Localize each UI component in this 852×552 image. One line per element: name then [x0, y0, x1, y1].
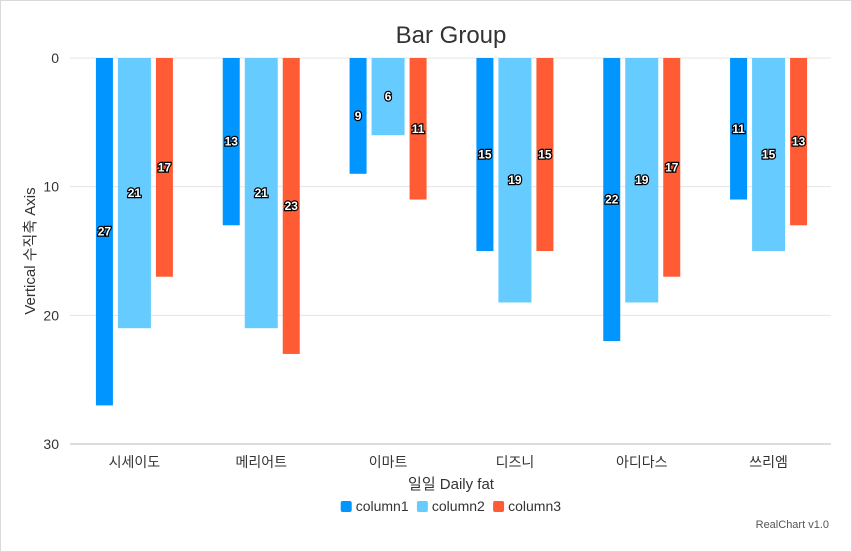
- data-label-column2-3: 19: [508, 173, 522, 187]
- data-label-column3-1: 23: [285, 199, 299, 213]
- data-label-column3-4: 17: [665, 160, 679, 174]
- data-label-column2-0: 21: [128, 186, 142, 200]
- bar-column1-4[interactable]: [603, 58, 621, 342]
- x-tick-label: 아디다스: [616, 454, 668, 470]
- bar-column1-0[interactable]: [95, 58, 113, 406]
- chart-title: Bar Group: [396, 22, 507, 49]
- bars: [95, 58, 808, 406]
- legend-item-column1[interactable]: column1: [340, 498, 409, 514]
- data-label-column1-1: 13: [225, 135, 239, 149]
- bar-column2-2[interactable]: [371, 58, 405, 136]
- bar-column1-3[interactable]: [476, 58, 494, 251]
- data-label-column1-3: 15: [478, 148, 492, 162]
- bar-column2-0[interactable]: [117, 58, 151, 329]
- bar-column3-1[interactable]: [282, 58, 300, 354]
- data-labels: 27 21 17 13 21 23 9 6 11 15 19 15 22 19 17 11 15 13: [97, 88, 807, 239]
- bar-column1-1[interactable]: [222, 58, 240, 226]
- legend-item-column3[interactable]: column3: [493, 498, 561, 514]
- data-label-column3-0: 17: [158, 160, 172, 174]
- bar-column1-2[interactable]: [349, 58, 367, 174]
- legend-swatch: [493, 501, 505, 512]
- bar-column1-5[interactable]: [730, 58, 748, 200]
- bar-column3-3[interactable]: [536, 58, 554, 251]
- data-label-column1-2: 9: [355, 109, 362, 123]
- data-label-column1-4: 22: [605, 193, 619, 207]
- y-tick-label: 10: [43, 179, 59, 195]
- data-label-column2-1: 21: [255, 186, 269, 200]
- legend-label: column1: [356, 498, 409, 514]
- legend-swatch: [416, 501, 428, 512]
- grid-lines: [70, 57, 831, 445]
- x-tick-label: 쓰리엠: [749, 454, 788, 470]
- bar-column2-5[interactable]: [752, 58, 786, 251]
- data-label-column2-4: 19: [635, 173, 649, 187]
- data-label-column3-2: 11: [412, 122, 425, 136]
- bar-column3-5[interactable]: [790, 58, 808, 226]
- x-tick-label: 시세이도: [109, 454, 161, 470]
- y-tick-label: 20: [43, 307, 59, 323]
- bar-column2-1[interactable]: [244, 58, 278, 329]
- bar-column3-0[interactable]: [155, 58, 173, 277]
- data-label-column1-0: 27: [98, 225, 112, 239]
- bar-column2-4[interactable]: [625, 58, 659, 303]
- bar-column2-3[interactable]: [498, 58, 532, 303]
- y-axis-ticks: 0 10 20 30: [43, 50, 59, 452]
- legend-label: column3: [508, 498, 561, 514]
- legend-swatch: [340, 501, 352, 512]
- x-axis-title: 일일 Daily fat: [408, 476, 495, 493]
- legend-label: column2: [432, 498, 485, 514]
- data-label-column3-5: 13: [792, 135, 806, 149]
- data-label-column3-3: 15: [538, 148, 552, 162]
- x-tick-label: 디즈니: [496, 454, 535, 470]
- x-tick-label: 메리어트: [235, 454, 287, 470]
- credit-text: RealChart v1.0: [756, 519, 829, 531]
- data-label-column2-5: 15: [762, 148, 776, 162]
- y-tick-label: 0: [51, 50, 59, 66]
- y-axis-title: Vertical 수직축 Axis: [22, 187, 39, 314]
- x-tick-label: 이마트: [369, 454, 408, 470]
- data-label-column1-5: 11: [732, 122, 745, 136]
- legend[interactable]: column1 column2 column3: [340, 498, 562, 514]
- bar-column3-2[interactable]: [409, 58, 427, 200]
- x-axis-ticks: 시세이도 메리어트 이마트 디즈니 아디다스 쓰리엠: [109, 454, 788, 470]
- legend-item-column2[interactable]: column2: [416, 498, 485, 514]
- bar-column3-4[interactable]: [663, 58, 681, 277]
- y-tick-label: 30: [43, 436, 59, 452]
- data-label-column2-2: 6: [385, 90, 392, 104]
